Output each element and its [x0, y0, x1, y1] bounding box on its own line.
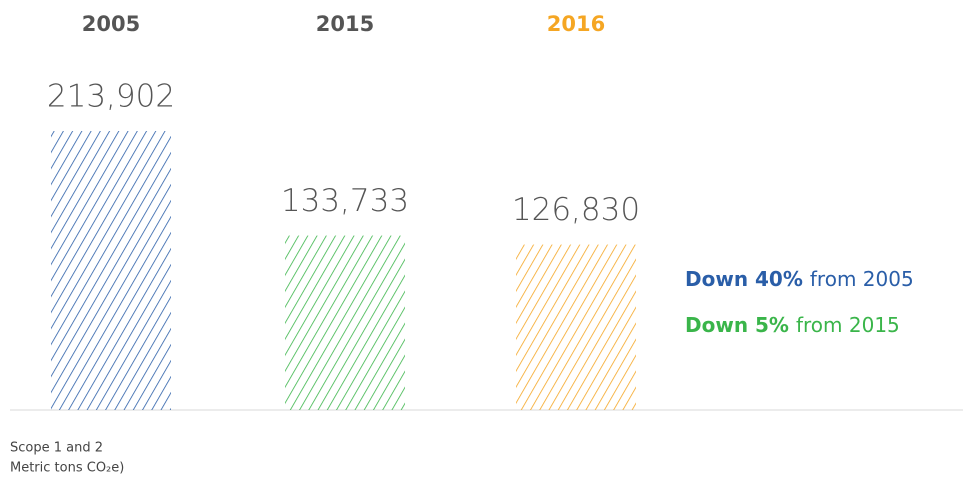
annotation-bold: Down 5% [685, 313, 789, 337]
bar [516, 244, 636, 410]
annotation-text: from 2005 [810, 267, 914, 291]
annotation-bold: Down 40% [685, 267, 803, 291]
value-label: 213,902 [47, 79, 175, 115]
category-label: 2005 [82, 12, 140, 36]
category-label: 2015 [316, 12, 374, 36]
bar [285, 235, 405, 410]
annotation: Down 40% from 2005 [685, 267, 914, 291]
bar [51, 131, 171, 410]
category-label: 2016 [547, 12, 605, 36]
annotation: Down 5% from 2015 [685, 313, 900, 337]
footnote: Scope 1 and 2 [10, 441, 103, 456]
value-label: 126,830 [512, 192, 640, 228]
annotation-text: from 2015 [796, 313, 900, 337]
footnote: Metric tons CO₂e) [10, 461, 124, 476]
value-label: 133,733 [281, 183, 409, 219]
